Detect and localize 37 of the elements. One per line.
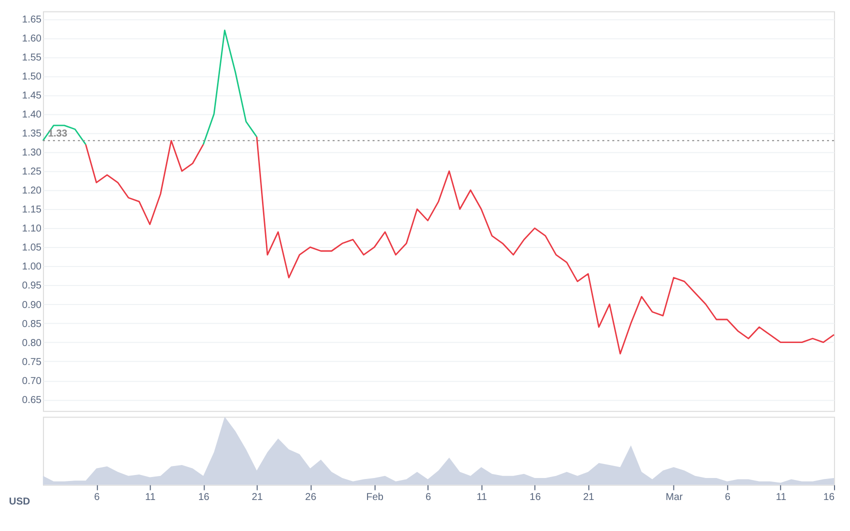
y-tick-label: 1.60 bbox=[22, 33, 42, 44]
y-tick-label: 0.85 bbox=[22, 318, 42, 330]
x-tick-label: 26 bbox=[305, 492, 317, 504]
x-tick-label: 6 bbox=[94, 492, 100, 504]
y-tick-label: 1.45 bbox=[22, 90, 42, 102]
y-tick-label: 1.00 bbox=[22, 262, 42, 273]
x-tick-label: 16 bbox=[530, 492, 542, 504]
y-axis-title: USD bbox=[8, 496, 30, 508]
y-tick-label: 0.65 bbox=[22, 394, 42, 406]
y-tick-label: 1.20 bbox=[22, 186, 42, 197]
x-tick-label: Feb bbox=[366, 492, 384, 504]
x-tick-label: 11 bbox=[476, 492, 488, 504]
y-tick-label: 0.95 bbox=[22, 280, 42, 292]
x-tick-label: 6 bbox=[426, 492, 432, 504]
x-tick-label: 11 bbox=[776, 492, 787, 504]
x-tick-label: 16 bbox=[198, 492, 210, 504]
y-tick-label: 1.50 bbox=[22, 71, 42, 82]
y-tick-label: 0.70 bbox=[22, 376, 42, 387]
ref-line-label: 1.33 bbox=[48, 128, 68, 140]
y-tick-label: 1.05 bbox=[22, 242, 42, 254]
y-tick-label: 0.75 bbox=[22, 356, 42, 368]
y-tick-label: 0.90 bbox=[22, 300, 42, 311]
y-tick-label: 1.65 bbox=[22, 14, 42, 26]
y-tick-label: 0.80 bbox=[22, 338, 42, 349]
x-tick-label: Mar bbox=[666, 492, 684, 504]
x-tick-label: 21 bbox=[583, 492, 595, 504]
x-tick-label: 21 bbox=[252, 492, 264, 504]
y-tick-label: 1.35 bbox=[22, 128, 42, 140]
x-tick-label: 11 bbox=[145, 492, 156, 504]
y-tick-label: 1.25 bbox=[22, 166, 42, 178]
y-tick-label: 1.10 bbox=[22, 224, 42, 235]
y-tick-label: 1.40 bbox=[22, 110, 42, 121]
y-tick-label: 1.55 bbox=[22, 52, 42, 64]
y-tick-label: 1.15 bbox=[22, 204, 42, 216]
x-tick-label: 16 bbox=[823, 492, 835, 504]
y-tick-label: 1.30 bbox=[22, 148, 42, 159]
x-tick-label: 6 bbox=[724, 492, 731, 504]
